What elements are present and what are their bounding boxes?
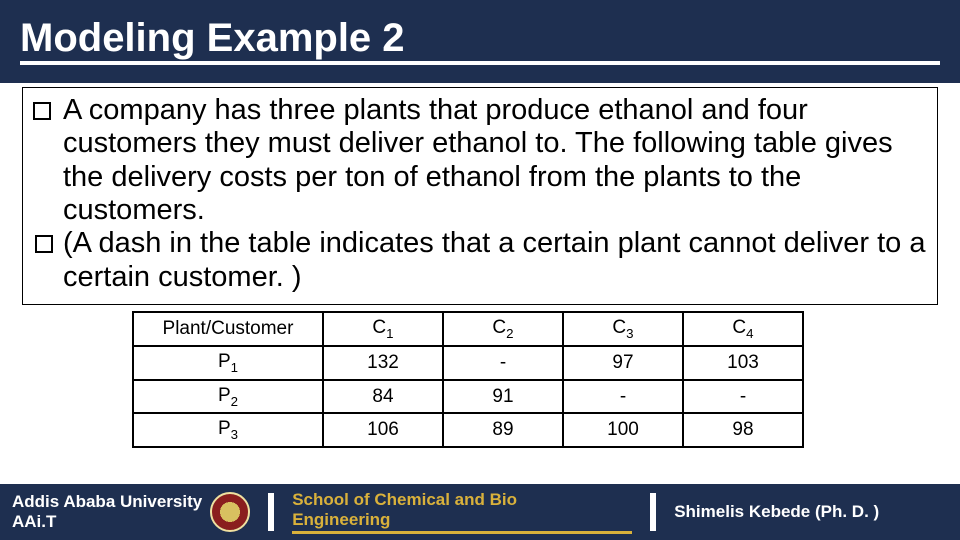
col-header: C4 bbox=[683, 312, 803, 346]
cell: 106 bbox=[323, 413, 443, 447]
cell: 100 bbox=[563, 413, 683, 447]
footer-left-line1: Addis Ababa University bbox=[12, 492, 202, 512]
row-label: P1 bbox=[133, 346, 323, 380]
footer-right: Shimelis Kebede (Ph. D. ) bbox=[674, 502, 897, 522]
col-header: Plant/Customer bbox=[133, 312, 323, 346]
body-area: A company has three plants that produce … bbox=[0, 83, 960, 448]
cell: 132 bbox=[323, 346, 443, 380]
bullet-item: (A dash in the table indicates that a ce… bbox=[33, 227, 927, 294]
footer: Addis Ababa University AAi.T School of C… bbox=[0, 484, 960, 540]
cell: - bbox=[443, 346, 563, 380]
divider-icon bbox=[650, 493, 656, 531]
footer-center-line1: School of Chemical and Bio bbox=[292, 490, 632, 510]
bullet-item: A company has three plants that produce … bbox=[33, 94, 927, 227]
university-logo-icon bbox=[210, 492, 250, 532]
footer-center-line2: Engineering bbox=[292, 510, 632, 530]
table-row: P1 132 - 97 103 bbox=[133, 346, 803, 380]
cost-table: Plant/Customer C1 C2 C3 C4 P1 132 - 97 1… bbox=[132, 311, 804, 448]
row-label: P3 bbox=[133, 413, 323, 447]
col-header: C1 bbox=[323, 312, 443, 346]
cell: 103 bbox=[683, 346, 803, 380]
slide: Modeling Example 2 A company has three p… bbox=[0, 0, 960, 540]
slide-title: Modeling Example 2 bbox=[20, 16, 940, 65]
footer-left-line2: AAi.T bbox=[12, 512, 202, 532]
cell: 89 bbox=[443, 413, 563, 447]
cell: 91 bbox=[443, 380, 563, 414]
table-row: P2 84 91 - - bbox=[133, 380, 803, 414]
title-bar: Modeling Example 2 bbox=[0, 0, 960, 83]
cell: 84 bbox=[323, 380, 443, 414]
bullet-block: A company has three plants that produce … bbox=[22, 87, 938, 305]
row-label: P2 bbox=[133, 380, 323, 414]
col-header: C2 bbox=[443, 312, 563, 346]
cost-table-wrap: Plant/Customer C1 C2 C3 C4 P1 132 - 97 1… bbox=[132, 311, 938, 448]
table-header-row: Plant/Customer C1 C2 C3 C4 bbox=[133, 312, 803, 346]
bullet-text: (A dash in the table indicates that a ce… bbox=[63, 227, 927, 294]
divider-icon bbox=[268, 493, 274, 531]
cell: - bbox=[683, 380, 803, 414]
footer-center: School of Chemical and Bio Engineering bbox=[292, 490, 632, 533]
university-name: Addis Ababa University AAi.T bbox=[12, 492, 202, 531]
bullet-marker-icon bbox=[35, 235, 53, 253]
table-row: P3 106 89 100 98 bbox=[133, 413, 803, 447]
cell: - bbox=[563, 380, 683, 414]
bullet-text: A company has three plants that produce … bbox=[63, 94, 927, 227]
cell: 98 bbox=[683, 413, 803, 447]
footer-left: Addis Ababa University AAi.T bbox=[0, 492, 250, 532]
cell: 97 bbox=[563, 346, 683, 380]
col-header: C3 bbox=[563, 312, 683, 346]
bullet-marker-icon bbox=[33, 102, 51, 120]
